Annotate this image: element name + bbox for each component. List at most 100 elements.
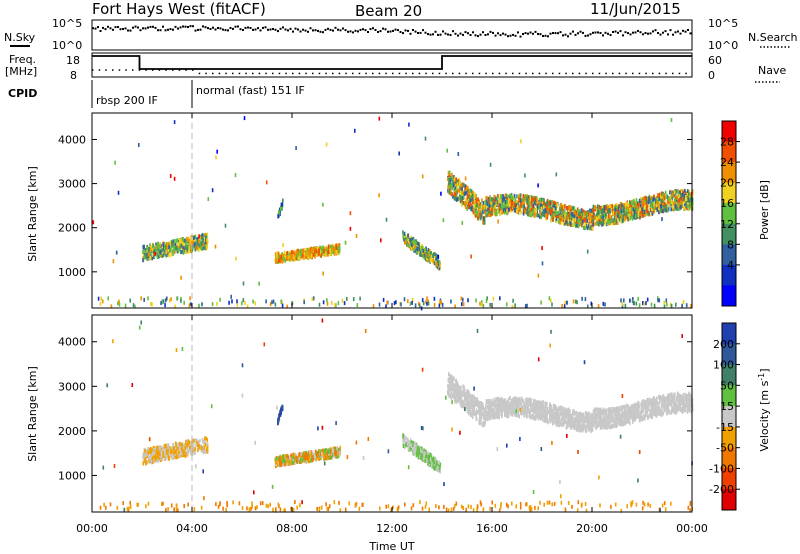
range-gate-cell xyxy=(663,300,665,305)
nave-point xyxy=(625,72,627,75)
noise-point xyxy=(482,31,484,34)
range-gate-cell xyxy=(158,250,160,255)
range-gate-cell xyxy=(614,210,616,215)
range-gate-cell xyxy=(174,245,176,250)
range-gate-cell xyxy=(148,456,151,461)
range-gate-cell xyxy=(477,216,479,221)
range-gate-cell xyxy=(179,239,182,244)
noise-point xyxy=(639,31,642,34)
range-gate-cell xyxy=(508,203,511,208)
noise-point xyxy=(312,29,314,32)
range-gate-cell xyxy=(579,222,582,227)
noise-point xyxy=(567,35,569,38)
range-gate-cell xyxy=(492,196,495,201)
range-gate-cell xyxy=(455,198,458,202)
range-gate-cell xyxy=(458,178,460,183)
range-gate-cell xyxy=(467,186,469,191)
range-gate-cell xyxy=(583,225,586,230)
range-gate-cell xyxy=(482,219,484,224)
range-gate-cell xyxy=(134,304,136,309)
range-gate-cell xyxy=(665,204,668,209)
range-gate-cell xyxy=(201,233,204,238)
noise-point xyxy=(439,33,442,36)
range-gate-cell xyxy=(407,299,409,304)
range-gate-cell xyxy=(454,196,456,201)
range-gate-cell xyxy=(157,445,159,450)
range-gate-cell xyxy=(644,209,647,214)
noise-point xyxy=(682,29,684,32)
range-gate-cell xyxy=(215,155,217,160)
range-gate-cell xyxy=(300,248,302,253)
range-gate-cell xyxy=(500,196,502,201)
range-gate-cell xyxy=(411,297,414,302)
range-gate-cell xyxy=(179,238,181,243)
range-gate-cell xyxy=(159,445,161,450)
range-gate-cell xyxy=(161,254,163,258)
noise-point xyxy=(414,30,417,33)
range-gate-cell xyxy=(479,209,481,214)
range-gate-cell xyxy=(201,437,204,442)
range-gate-cell xyxy=(169,174,172,178)
noise-point xyxy=(167,28,169,31)
range-gate-cell xyxy=(168,253,170,258)
range-gate-cell xyxy=(570,205,572,210)
noise-point xyxy=(497,32,499,35)
range-gate-cell xyxy=(510,206,513,210)
range-gate-cell xyxy=(666,302,668,307)
range-gate-cell xyxy=(532,197,535,202)
range-gate-cell xyxy=(540,300,542,305)
range-gate-cell xyxy=(472,201,475,206)
noise-point xyxy=(317,29,319,32)
range-gate-cell xyxy=(475,213,477,218)
range-gate-cell xyxy=(582,215,585,220)
noise-tick-right-hi: 10^5 xyxy=(708,17,738,30)
range-gate-cell xyxy=(280,254,282,259)
range-gate-cell xyxy=(154,251,156,256)
range-gate-cell xyxy=(170,450,172,455)
range-gate-cell xyxy=(198,239,200,244)
range-gate-cell xyxy=(461,196,464,201)
range-gate-cell xyxy=(294,252,297,257)
noise-point xyxy=(549,32,552,35)
range-gate-cell xyxy=(182,453,185,458)
range-gate-cell xyxy=(142,461,144,466)
range-gate-cell xyxy=(188,303,191,308)
noise-point xyxy=(424,31,427,34)
range-gate-cell xyxy=(285,459,288,464)
range-gate-cell xyxy=(303,248,306,253)
range-gate-cell xyxy=(476,212,478,217)
freq-panel: Freq. [MHz] 18 8 60 0 Nave xyxy=(5,52,786,83)
range-gate-cell xyxy=(589,210,591,215)
range-gate-cell xyxy=(670,303,673,308)
noise-point xyxy=(487,33,489,36)
range-gate-cell xyxy=(327,244,330,249)
range-gate-cell xyxy=(354,128,356,133)
range-gate-cell xyxy=(148,252,150,257)
range-gate-cell xyxy=(538,205,540,210)
range-gate-cell xyxy=(284,258,286,263)
range-gate-cell xyxy=(196,240,199,245)
range-gate-cell xyxy=(637,209,640,214)
range-gate-cell xyxy=(600,219,603,223)
range-gate-cell xyxy=(281,202,283,207)
range-gate-cell xyxy=(621,217,623,222)
range-gate-cell xyxy=(195,239,198,244)
nave-point xyxy=(132,69,134,71)
freq-series xyxy=(92,55,692,70)
range-gate-cell xyxy=(303,256,305,261)
range-gate-cell xyxy=(167,251,169,256)
range-gate-cell xyxy=(289,461,292,466)
noise-point xyxy=(249,27,252,29)
range-gate-cell xyxy=(193,236,195,240)
range-gate-cell xyxy=(316,247,318,252)
range-gate-cell xyxy=(145,252,147,257)
noise-point xyxy=(652,30,654,33)
range-gate-cell xyxy=(265,180,268,185)
range-gate-cell xyxy=(433,252,435,257)
noise-point xyxy=(494,34,497,37)
noise-point xyxy=(217,27,219,29)
range-gate-cell xyxy=(325,246,327,251)
range-gate-cell xyxy=(279,454,281,459)
range-gate-cell xyxy=(386,300,388,305)
range-gate-cell xyxy=(590,208,593,213)
